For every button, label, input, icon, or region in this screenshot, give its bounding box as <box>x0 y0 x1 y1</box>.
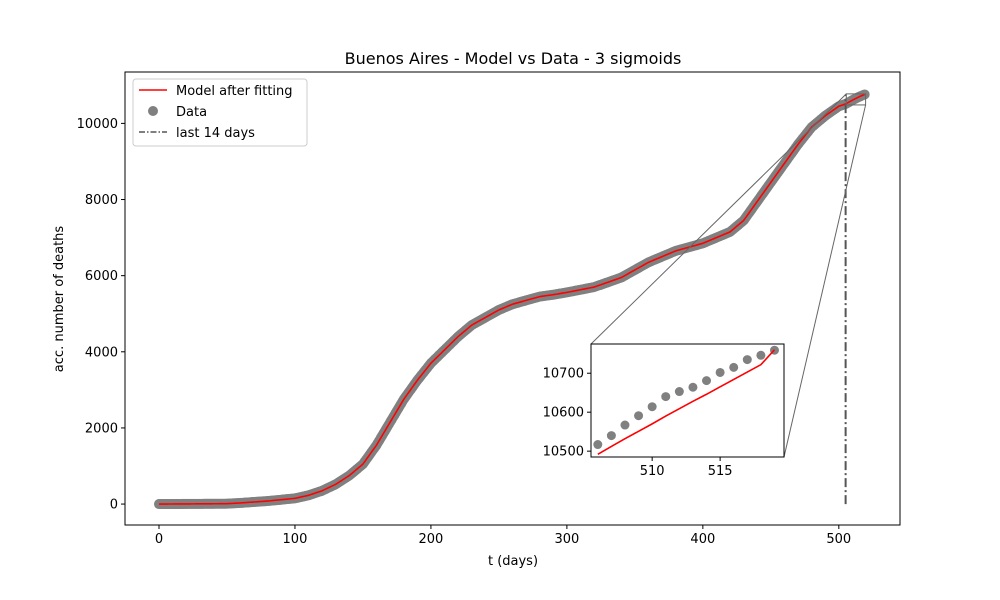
inset-model-line <box>597 349 776 455</box>
inset-data-point <box>674 387 684 397</box>
x-tick-label: 300 <box>554 532 579 547</box>
inset-data-point <box>756 350 766 360</box>
inset-data-point <box>742 355 752 365</box>
inset-y-axis: 10500 10600 10700 <box>543 367 591 460</box>
inset-plot: 510 515 10500 10600 10700 <box>543 343 785 479</box>
x-axis: 0 100 200 300 400 500 <box>155 525 851 547</box>
inset-data-point <box>688 382 698 392</box>
y-tick-label: 2000 <box>85 421 118 436</box>
inset-data-point <box>606 431 616 441</box>
x-tick-label: 400 <box>690 532 715 547</box>
chart-title: Buenos Aires - Model vs Data - 3 sigmoid… <box>345 49 682 68</box>
inset-data-point <box>729 362 739 372</box>
legend-vline-label: last 14 days <box>176 126 255 141</box>
x-tick-label: 100 <box>283 532 308 547</box>
legend-box <box>132 78 308 147</box>
inset-data-point <box>661 392 671 402</box>
inset-zoom-region <box>845 93 867 106</box>
inset-data-series <box>593 345 779 450</box>
model-line <box>158 93 865 505</box>
legend-model-label: Model after fitting <box>176 84 293 99</box>
inset-y-tick-label: 10600 <box>543 406 584 421</box>
inset-frame <box>590 343 785 458</box>
inset-data-point <box>715 367 725 377</box>
inset-x-axis: 510 515 <box>640 457 733 479</box>
inset-data-point <box>593 440 603 450</box>
legend-data-swatch <box>148 106 158 116</box>
y-tick-label: 8000 <box>85 193 118 208</box>
y-axis: 0 2000 4000 6000 8000 10000 <box>77 117 125 513</box>
inset-connector-lines <box>590 93 867 458</box>
inset-x-tick-label: 515 <box>708 464 733 479</box>
main-plot-area: 0 100 200 300 400 500 0 2000 4000 6000 8000 10000 <box>77 71 901 547</box>
inset-y-tick-label: 10500 <box>543 445 584 460</box>
inset-data-point <box>634 411 644 421</box>
y-tick-label: 10000 <box>77 117 118 132</box>
legend-data-label: Data <box>176 105 207 120</box>
y-tick-label: 4000 <box>85 345 118 360</box>
x-axis-label: t (days) <box>488 554 538 569</box>
x-tick-label: 500 <box>826 532 851 547</box>
x-tick-label: 200 <box>419 532 444 547</box>
inset-data-point <box>702 376 712 386</box>
connector-line <box>590 93 847 345</box>
inset-data-point <box>620 420 630 430</box>
inset-x-tick-label: 510 <box>640 464 665 479</box>
y-tick-label: 0 <box>110 498 118 513</box>
inset-y-tick-label: 10700 <box>543 367 584 382</box>
plot-frame <box>124 71 901 526</box>
y-axis-label: acc. number of deaths <box>52 226 67 373</box>
legend: Model after fitting Data last 14 days <box>132 78 308 147</box>
x-tick-label: 0 <box>155 532 163 547</box>
y-tick-label: 6000 <box>85 269 118 284</box>
inset-data-point <box>647 402 657 412</box>
inset-background <box>591 344 784 457</box>
connector-line <box>783 104 867 458</box>
